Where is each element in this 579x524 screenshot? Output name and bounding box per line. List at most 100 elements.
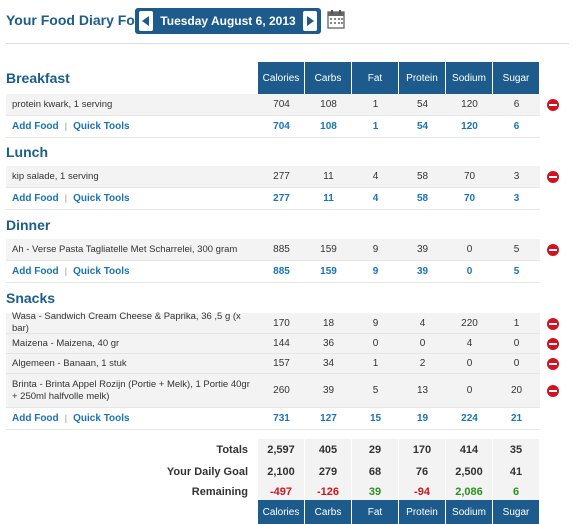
- food-row[interactable]: Maizena - Maizena, 40 gr 144 36 0 0 4 0: [6, 334, 540, 354]
- protein-total: 58: [416, 193, 429, 204]
- protein-value: 4: [419, 317, 426, 329]
- column-sodium: Sodium: [446, 62, 493, 94]
- meal-actions: Add Food | Quick Tools: [6, 266, 258, 278]
- food-name[interactable]: kip salade, 1 serving: [12, 170, 99, 182]
- food-row[interactable]: kip salade, 1 serving 277 11 4 58 70 3: [6, 166, 540, 188]
- next-day-button[interactable]: [303, 11, 317, 31]
- sugar-value: 20: [510, 385, 523, 396]
- carbs-value: 18: [322, 317, 335, 329]
- protein-goal: 76: [399, 461, 446, 483]
- sugar-value: 5: [513, 244, 520, 255]
- fat-goal: 68: [352, 461, 399, 483]
- sugar-value: 0: [513, 358, 520, 369]
- quick-tools-link[interactable]: Quick Tools: [73, 265, 130, 277]
- food-name[interactable]: Brinta - Brinta Appel Rozijn (Portie + M…: [12, 378, 250, 402]
- quick-tools-link[interactable]: Quick Tools: [73, 192, 130, 204]
- food-name[interactable]: Maizena - Maizena, 40 gr: [12, 337, 120, 349]
- delete-icon[interactable]: [547, 99, 559, 111]
- carbs-value: 36: [322, 338, 335, 349]
- food-row[interactable]: Wasa - Sandwich Cream Cheese & Paprika, …: [6, 311, 540, 334]
- fat-total: 1: [372, 121, 379, 132]
- column-calories: Calories: [258, 500, 305, 524]
- sodium-total: 224: [461, 413, 478, 424]
- delete-icon[interactable]: [547, 358, 559, 370]
- calendar-icon[interactable]: [327, 9, 345, 29]
- column-calories: Calories: [258, 62, 305, 94]
- diary-header: Your Food Diary For: Tuesday August 6, 2…: [0, 0, 579, 40]
- action-separator: |: [64, 120, 68, 132]
- sugar-total: 6: [513, 121, 520, 132]
- sugar-value: 1: [513, 317, 520, 329]
- add-food-link[interactable]: Add Food: [12, 192, 59, 204]
- food-name[interactable]: Algemeen - Banaan, 1 stuk: [12, 357, 127, 369]
- calories-total: 885: [273, 266, 290, 277]
- fat-remaining: 39: [352, 481, 399, 503]
- quick-tools-link[interactable]: Quick Tools: [73, 412, 130, 424]
- action-separator: |: [64, 412, 68, 424]
- delete-icon[interactable]: [547, 318, 559, 330]
- carbs-total: 159: [320, 266, 337, 277]
- totals-row: Totals 2,597 405 29 170 414 35: [6, 439, 540, 461]
- carbs-value: 108: [320, 99, 337, 110]
- sodium-value: 220: [461, 317, 478, 329]
- column-sugar: Sugar: [502, 72, 530, 84]
- action-separator: |: [64, 265, 68, 277]
- food-row[interactable]: Ah - Verse Pasta Tagliatelle Met Scharre…: [6, 239, 540, 261]
- fat-value: 9: [372, 317, 379, 329]
- carbs-value: 34: [322, 358, 335, 369]
- meal-actions: Add Food | Quick Tools: [6, 121, 258, 133]
- protein-value: 39: [416, 244, 429, 255]
- calories-total: 2,597: [258, 439, 305, 461]
- delete-icon[interactable]: [547, 244, 559, 256]
- action-separator: |: [64, 192, 68, 204]
- carbs-value: 39: [322, 385, 335, 396]
- chevron-right-icon: [307, 16, 314, 26]
- protein-value: 54: [416, 99, 429, 110]
- sodium-total: 70: [463, 193, 476, 204]
- sodium-total: 0: [466, 266, 473, 277]
- food-name[interactable]: Wasa - Sandwich Cream Cheese & Paprika, …: [12, 311, 241, 334]
- column-carbs: Carbs: [305, 62, 352, 94]
- current-date: Tuesday August 6, 2013: [160, 14, 296, 28]
- sodium-remaining: 2,086: [446, 481, 493, 503]
- meal-title-dinner: Dinner: [6, 217, 51, 233]
- fat-value: 0: [372, 338, 379, 349]
- sodium-value: 0: [466, 358, 473, 369]
- daily-goal-label: Your Daily Goal: [166, 466, 248, 478]
- protein-value: 2: [419, 358, 426, 369]
- protein-value: 0: [419, 338, 426, 349]
- meal-actions: Add Food | Quick Tools: [6, 193, 258, 205]
- quick-tools-link[interactable]: Quick Tools: [73, 120, 130, 132]
- sugar-total: 35: [493, 439, 540, 461]
- meal-totals-row: Add Food | Quick Tools 885 159 9 39 0 5: [6, 261, 540, 283]
- calories-total: 277: [273, 193, 290, 204]
- delete-icon[interactable]: [547, 385, 559, 397]
- sodium-value: 0: [466, 385, 473, 396]
- delete-icon[interactable]: [547, 171, 559, 183]
- date-navigator: Tuesday August 6, 2013: [135, 8, 321, 34]
- protein-total: 170: [399, 439, 446, 461]
- meal-title-lunch: Lunch: [6, 144, 48, 160]
- sugar-total: 3: [513, 193, 520, 204]
- add-food-link[interactable]: Add Food: [12, 412, 59, 424]
- food-row[interactable]: protein kwark, 1 serving 704 108 1 54 12…: [6, 94, 540, 116]
- calories-remaining: -497: [258, 481, 305, 503]
- fat-total: 9: [372, 266, 379, 277]
- remaining-label: Remaining: [191, 486, 248, 498]
- meal-totals-row: Add Food | Quick Tools 704 108 1 54 120 6: [6, 116, 540, 138]
- add-food-link[interactable]: Add Food: [12, 265, 59, 277]
- food-row[interactable]: Algemeen - Banaan, 1 stuk 157 34 1 2 0 0: [6, 354, 540, 374]
- sugar-goal: 41: [493, 461, 540, 483]
- previous-day-button[interactable]: [139, 11, 153, 31]
- food-name[interactable]: protein kwark, 1 serving: [12, 98, 113, 110]
- protein-total: 39: [416, 266, 429, 277]
- food-row[interactable]: Brinta - Brinta Appel Rozijn (Portie + M…: [6, 374, 540, 408]
- meal-title-snacks: Snacks: [6, 290, 56, 306]
- meal-totals-row: Add Food | Quick Tools 731 127 15 19 224 2…: [6, 408, 540, 430]
- fat-total: 4: [372, 193, 379, 204]
- delete-icon[interactable]: [547, 338, 559, 350]
- add-food-link[interactable]: Add Food: [12, 120, 59, 132]
- sodium-value: 70: [463, 171, 476, 182]
- food-name[interactable]: Ah - Verse Pasta Tagliatelle Met Scharre…: [12, 243, 238, 255]
- sodium-goal: 2,500: [446, 461, 493, 483]
